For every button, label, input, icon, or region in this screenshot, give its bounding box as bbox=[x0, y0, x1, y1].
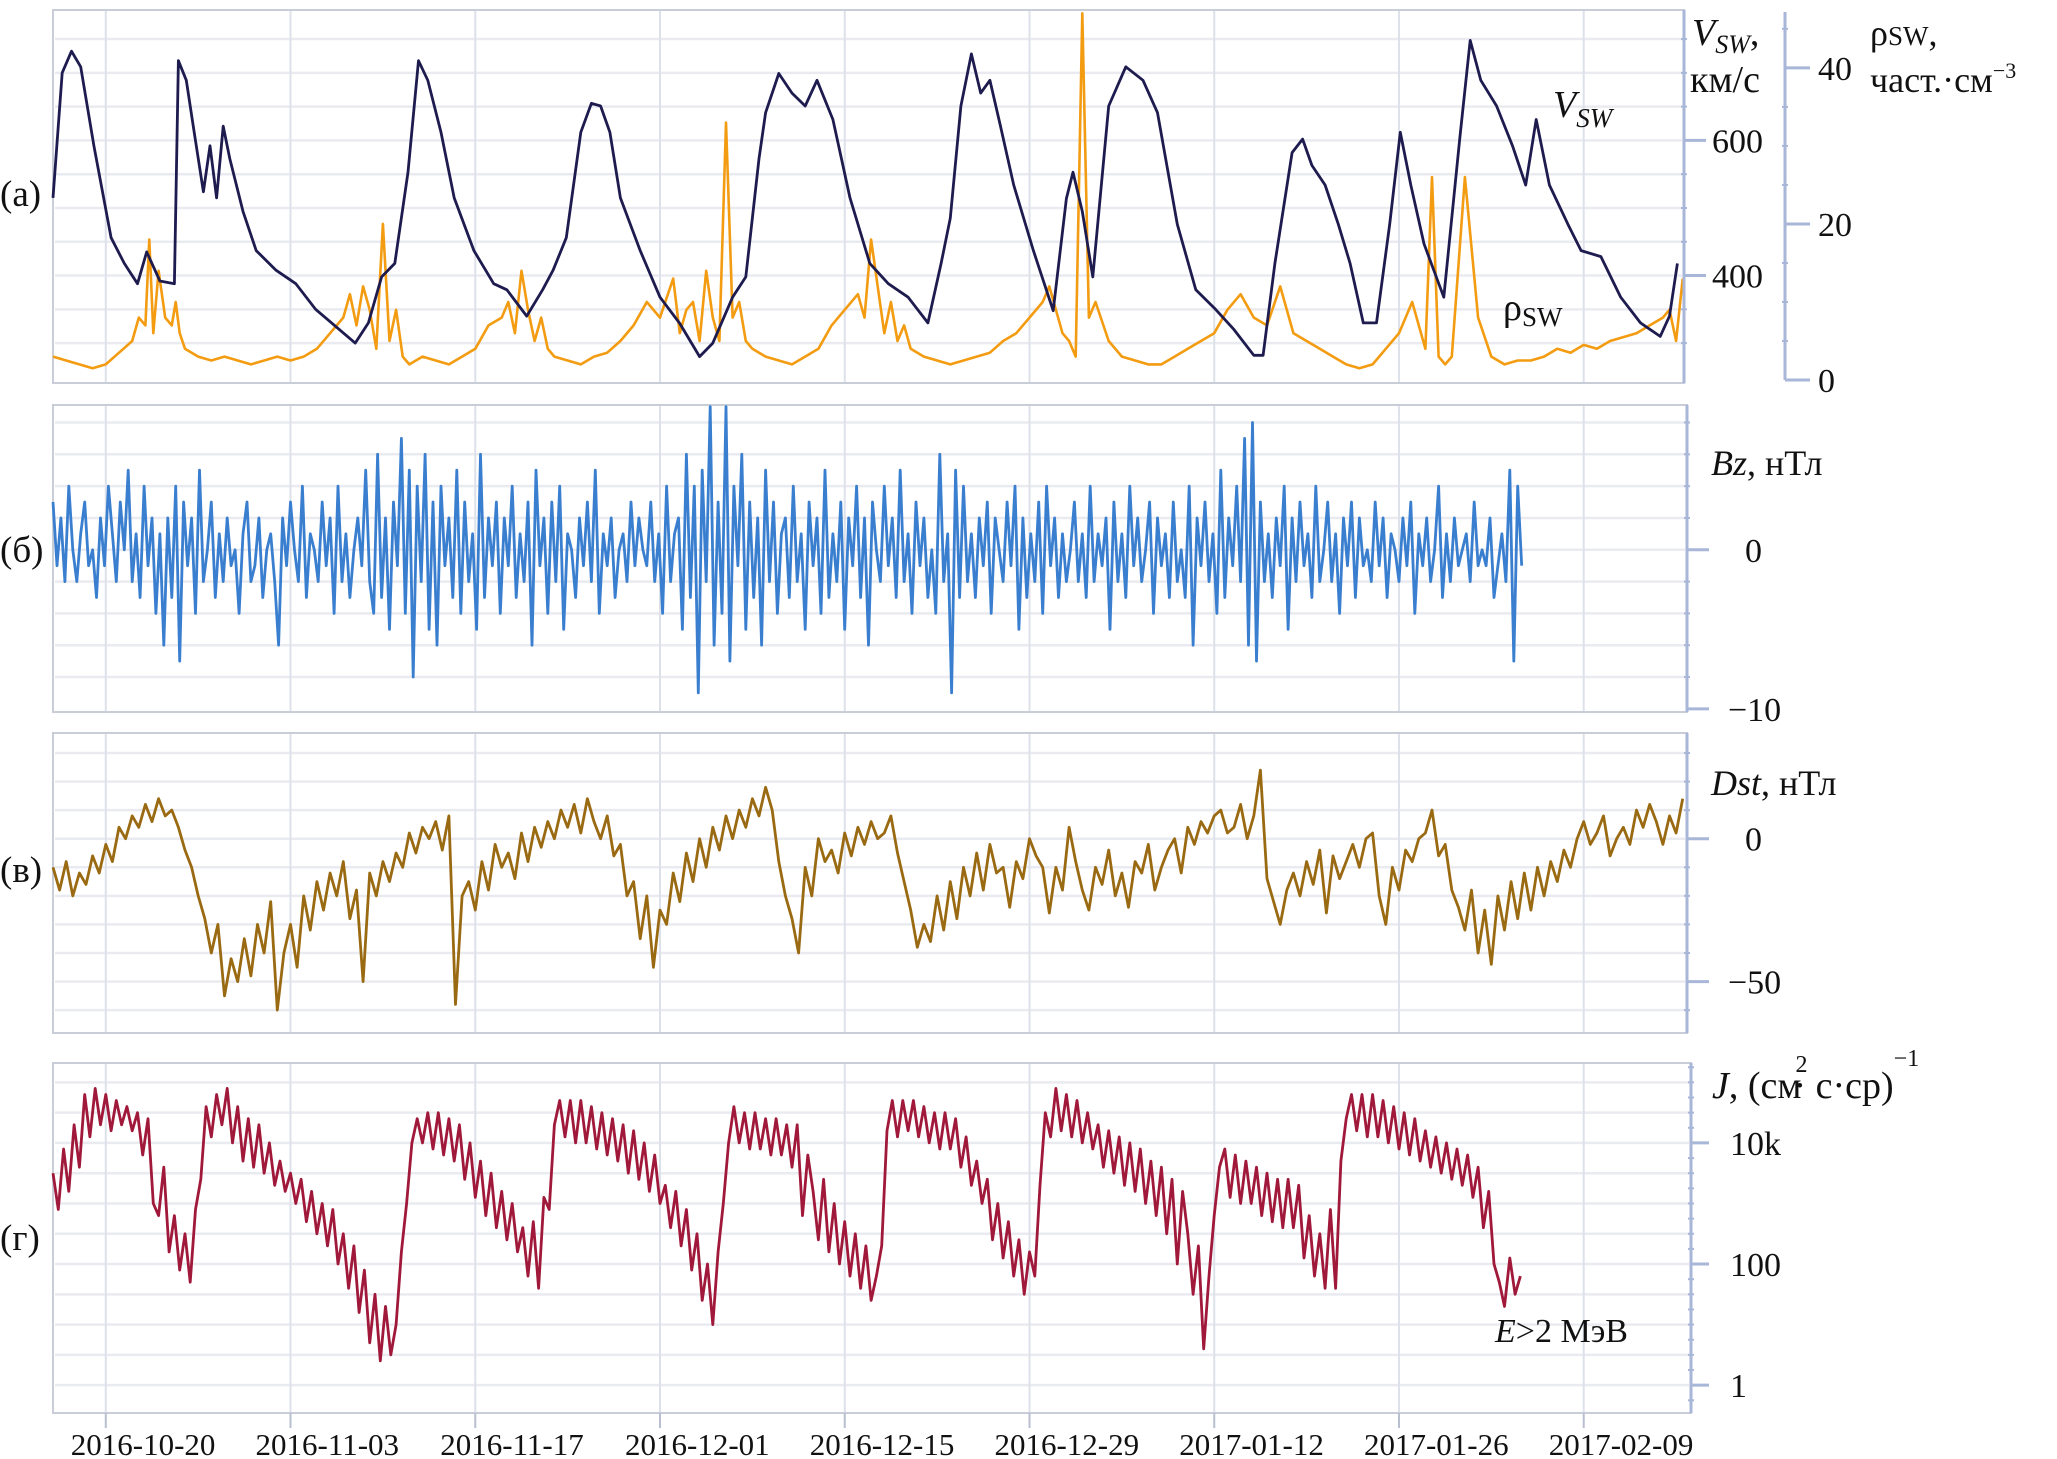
density-axis-title-symbol: ρ bbox=[1870, 13, 1888, 53]
density-tick-label: 40 bbox=[1818, 51, 1852, 88]
speed-series-annotation: VSW bbox=[1553, 84, 1615, 133]
density-axis-title-unit: част.·см−3 bbox=[1870, 58, 2016, 100]
density-axis-unit-exponent: −3 bbox=[1993, 58, 2016, 83]
x-tick-label: 2016-12-01 bbox=[625, 1427, 770, 1459]
density-annotation-subscript: SW bbox=[1522, 302, 1563, 332]
bz-tick-label: 0 bbox=[1745, 533, 1762, 570]
panel-label-a: (а) bbox=[0, 174, 41, 215]
panel-label-b: (б) bbox=[0, 530, 43, 571]
flux-axis-title-symbol: J bbox=[1712, 1065, 1731, 1107]
panel-label-c: (в) bbox=[0, 850, 42, 891]
density-axis-unit-text: част.·см bbox=[1870, 60, 1993, 100]
flux-axis-ticks bbox=[1688, 1066, 1709, 1402]
dst-tick-label: 0 bbox=[1745, 822, 1762, 859]
x-tick-label: 2017-01-26 bbox=[1364, 1427, 1509, 1459]
dst-series-line bbox=[51, 768, 1685, 1012]
panel-label-d: (г) bbox=[0, 1218, 40, 1259]
dst-axis-title: Dst, нТл bbox=[1710, 763, 1836, 803]
density-axis-title-comma: , bbox=[1928, 13, 1937, 53]
x-tick-label: 2016-10-20 bbox=[71, 1427, 216, 1459]
density-series-annotation: ρSW bbox=[1503, 287, 1563, 332]
flux-axis-title-unit-end: · с·ср) bbox=[1793, 1065, 1893, 1107]
energy-threshold-annotation: E>2 МэВ bbox=[1494, 1313, 1628, 1350]
panel-c-plot-area bbox=[52, 732, 1688, 1034]
flux-tick-label: 10k bbox=[1730, 1126, 1781, 1163]
flux-axis-title-exponent-minus1: −1 bbox=[1894, 1046, 1920, 1072]
dst-axis-title-unit: , нТл bbox=[1761, 763, 1836, 803]
bz-axis-title-symbol: Bz bbox=[1711, 443, 1747, 483]
speed-axis-title-comma: , bbox=[1750, 12, 1760, 54]
x-tick-label: 2016-12-15 bbox=[810, 1427, 955, 1459]
dst-tick-label: −50 bbox=[1728, 965, 1781, 1002]
speed-annotation-subscript: SW bbox=[1576, 103, 1615, 133]
speed-tick-label: 600 bbox=[1712, 123, 1763, 160]
density-series-line bbox=[52, 12, 1684, 370]
panel-c-date-gridlines bbox=[104, 734, 1585, 1032]
x-tick-label: 2016-12-29 bbox=[994, 1427, 1139, 1459]
panel-a bbox=[51, 9, 1810, 384]
speed-axis-title-subscript: SW bbox=[1715, 30, 1752, 59]
electron-flux-series-line bbox=[51, 1087, 1522, 1363]
flux-axis-title-unit-start: , (см bbox=[1729, 1065, 1802, 1107]
flux-axis-title-exponent-2: 2 bbox=[1795, 1052, 1807, 1078]
flux-tick-label: 100 bbox=[1730, 1247, 1781, 1284]
x-tick-label: 2016-11-17 bbox=[440, 1427, 584, 1459]
dst-axis-title-symbol: Dst bbox=[1710, 763, 1762, 803]
speed-axis-title-symbol: V bbox=[1692, 12, 1719, 54]
flux-tick-label: 1 bbox=[1730, 1368, 1747, 1405]
x-axis-tick-labels: 2016-10-20 2016-11-03 2016-11-17 2016-12-01… bbox=[71, 1427, 1694, 1459]
panel-a-date-gridlines bbox=[104, 11, 1585, 382]
panel-a-plot-area bbox=[52, 9, 1685, 384]
solar-wind-speed-series-line bbox=[51, 39, 1679, 358]
panel-d-date-gridlines bbox=[104, 1064, 1585, 1412]
density-tick-label: 0 bbox=[1818, 363, 1835, 400]
dst-axis-ticks bbox=[1684, 752, 1709, 1012]
bz-series-line bbox=[51, 405, 1524, 695]
energy-annotation-symbol: E bbox=[1494, 1313, 1516, 1350]
density-axis-title-line1: ρSW, bbox=[1870, 13, 1937, 53]
speed-axis-title-unit: км/с bbox=[1690, 59, 1760, 101]
speed-axis-title-line1: VSW, bbox=[1692, 12, 1759, 59]
panel-b bbox=[51, 404, 1709, 713]
density-axis-ticks bbox=[1782, 27, 1810, 382]
speed-tick-label: 400 bbox=[1712, 259, 1763, 296]
density-axis-title-subscript: SW bbox=[1888, 21, 1929, 51]
flux-axis-title: J, (см2· с·ср)−1 bbox=[1712, 1046, 1919, 1107]
panel-d bbox=[51, 1062, 1709, 1414]
x-tick-label: 2017-02-09 bbox=[1549, 1427, 1694, 1459]
speed-annotation-symbol: V bbox=[1553, 84, 1580, 126]
x-tick-label: 2016-11-03 bbox=[256, 1427, 400, 1459]
y-axis-tick-labels: 400 600 0 20 40 −10 0 −50 0 1 100 10k bbox=[1712, 51, 1852, 1405]
speed-axis-ticks bbox=[1681, 38, 1706, 345]
panel-d-gridlines bbox=[55, 1081, 1689, 1387]
panel-a-gridlines bbox=[55, 37, 1682, 345]
bz-axis-title: Bz, нТл bbox=[1711, 443, 1822, 483]
panel-c-gridlines bbox=[55, 751, 1685, 1012]
bz-tick-label: −10 bbox=[1728, 692, 1781, 729]
energy-annotation-text: >2 МэВ bbox=[1516, 1313, 1628, 1350]
density-tick-label: 20 bbox=[1818, 207, 1852, 244]
panel-d-plot-area bbox=[52, 1062, 1692, 1414]
bz-axis-ticks bbox=[1684, 421, 1709, 711]
bz-axis-title-unit: , нТл bbox=[1747, 443, 1822, 483]
density-annotation-symbol: ρ bbox=[1503, 287, 1522, 329]
x-axis-ticks bbox=[104, 1413, 1585, 1428]
panel-c bbox=[51, 732, 1709, 1034]
x-tick-label: 2017-01-12 bbox=[1179, 1427, 1324, 1459]
